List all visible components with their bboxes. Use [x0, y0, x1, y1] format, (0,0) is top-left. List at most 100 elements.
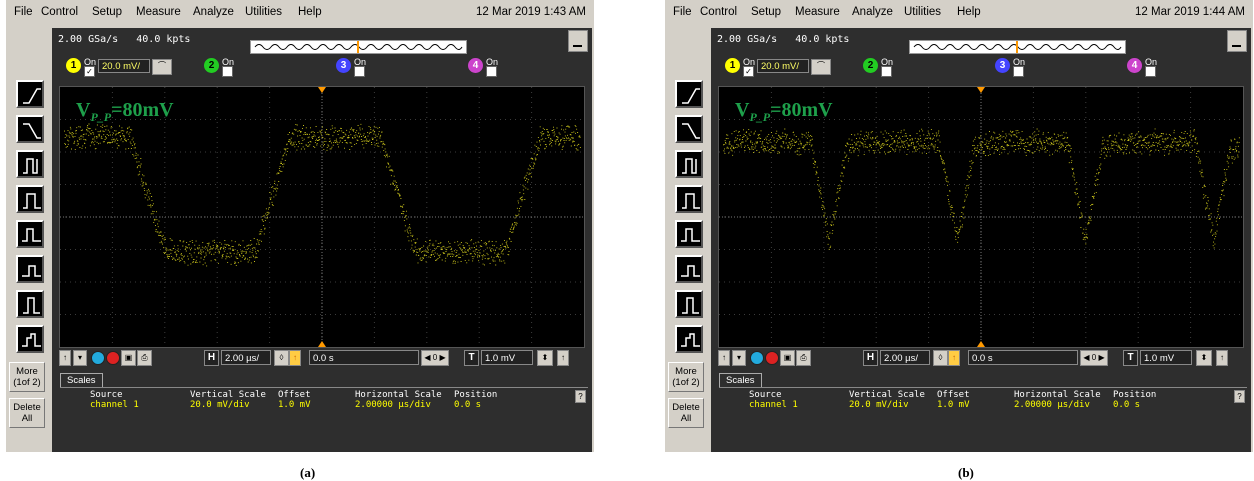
- pulse-width-icon[interactable]: [675, 185, 703, 213]
- delay-field[interactable]: 0.0 s: [309, 350, 419, 365]
- blue-circle-icon[interactable]: [750, 351, 764, 365]
- channel-1-scale-spinner[interactable]: ⌒: [811, 59, 831, 75]
- print-icon[interactable]: ⎙: [137, 350, 152, 366]
- delay-marker-icon[interactable]: ↑: [289, 350, 301, 366]
- waveform-overview[interactable]: [250, 40, 467, 54]
- minimize-button[interactable]: [1227, 30, 1247, 52]
- menu-control[interactable]: Control: [41, 6, 79, 18]
- print-icon[interactable]: ⎙: [796, 350, 811, 366]
- menu-control[interactable]: Control: [700, 6, 738, 18]
- waveform-overview[interactable]: [909, 40, 1126, 54]
- down-arrow-button[interactable]: ▾: [73, 350, 87, 366]
- delay-navigation[interactable]: ◀ 0 ▶: [421, 350, 449, 366]
- trigger-level-spinner[interactable]: ⬍: [1196, 350, 1212, 366]
- pattern-icon[interactable]: [16, 220, 44, 248]
- menu-help[interactable]: Help: [298, 6, 322, 18]
- channel-3-badge[interactable]: 3: [336, 58, 351, 73]
- vpp-symbol: V: [735, 99, 750, 121]
- glitch-icon[interactable]: [675, 150, 703, 178]
- channel-4-on-checkbox[interactable]: [486, 66, 497, 77]
- channel-2-badge[interactable]: 2: [204, 58, 219, 73]
- minimize-button[interactable]: [568, 30, 588, 52]
- trigger-icon[interactable]: T: [464, 350, 479, 366]
- channel-2-badge[interactable]: 2: [863, 58, 878, 73]
- timebase-field[interactable]: 2.00 µs/: [221, 350, 271, 365]
- falling-edge-icon[interactable]: [675, 115, 703, 143]
- channel-4-on-checkbox[interactable]: [1145, 66, 1156, 77]
- channel-3-on-checkbox[interactable]: [354, 66, 365, 77]
- menu-measure[interactable]: Measure: [136, 6, 181, 18]
- menu-setup[interactable]: Setup: [751, 6, 782, 18]
- pattern-icon[interactable]: [675, 220, 703, 248]
- menu-utilities[interactable]: Utilities: [904, 6, 942, 18]
- delete-all-button[interactable]: Delete All: [9, 398, 45, 428]
- timebase-field[interactable]: 2.00 µs/: [880, 350, 930, 365]
- menu-analyze[interactable]: Analyze: [193, 6, 234, 18]
- channel-2-on-checkbox[interactable]: [222, 66, 233, 77]
- menu-file[interactable]: File: [673, 6, 692, 18]
- down-arrow-button[interactable]: ▾: [732, 350, 746, 366]
- timebase-spinner[interactable]: ◊: [933, 350, 948, 366]
- trigger-level-field[interactable]: 1.0 mV: [481, 350, 533, 365]
- trigger-slope-icon[interactable]: ↑: [1216, 350, 1228, 366]
- runt-icon[interactable]: [675, 325, 703, 353]
- timebase-spinner[interactable]: ◊: [274, 350, 289, 366]
- help-button[interactable]: ?: [575, 390, 586, 403]
- horizontal-icon[interactable]: H: [204, 350, 219, 366]
- channel-1-scale-field[interactable]: 20.0 mV/: [98, 59, 150, 73]
- transition-icon[interactable]: [675, 290, 703, 318]
- menu-setup[interactable]: Setup: [92, 6, 123, 18]
- menu-file[interactable]: File: [14, 6, 33, 18]
- more-button[interactable]: More (1of 2): [9, 362, 45, 392]
- transition-icon[interactable]: [16, 290, 44, 318]
- horizontal-icon[interactable]: H: [863, 350, 878, 366]
- more-button[interactable]: More (1of 2): [668, 362, 704, 392]
- channel-3-on-checkbox[interactable]: [1013, 66, 1024, 77]
- capture-icon[interactable]: ▣: [121, 350, 136, 366]
- rising-edge-icon[interactable]: [675, 80, 703, 108]
- red-circle-icon[interactable]: [765, 351, 779, 365]
- glitch-icon[interactable]: [16, 150, 44, 178]
- scales-tab[interactable]: Scales: [719, 373, 762, 388]
- delay-marker-icon[interactable]: ↑: [948, 350, 960, 366]
- state-icon[interactable]: [16, 255, 44, 283]
- horizontal-scale-value: 2.00000 µs/div: [355, 400, 431, 410]
- menu-bar: File Control Setup Measure Analyze Utili…: [6, 0, 594, 27]
- menu-analyze[interactable]: Analyze: [852, 6, 893, 18]
- falling-edge-icon[interactable]: [16, 115, 44, 143]
- trigger-level-field[interactable]: 1.0 mV: [1140, 350, 1192, 365]
- menu-measure[interactable]: Measure: [795, 6, 840, 18]
- runt-icon[interactable]: [16, 325, 44, 353]
- channel-1-on-checkbox[interactable]: ✓: [84, 66, 95, 77]
- waveform-screen[interactable]: VP_P=80mV: [718, 86, 1244, 348]
- channel-2-on-checkbox[interactable]: [881, 66, 892, 77]
- trigger-icon[interactable]: T: [1123, 350, 1138, 366]
- channel-1-scale-field[interactable]: 20.0 mV/: [757, 59, 809, 73]
- channel-1-badge[interactable]: 1: [66, 58, 81, 73]
- channel-4-badge[interactable]: 4: [1127, 58, 1142, 73]
- trigger-slope-icon[interactable]: ↑: [557, 350, 569, 366]
- channel-1-scale-spinner[interactable]: ⌒: [152, 59, 172, 75]
- menu-utilities[interactable]: Utilities: [245, 6, 283, 18]
- rising-edge-icon[interactable]: [16, 80, 44, 108]
- menu-help[interactable]: Help: [957, 6, 981, 18]
- vpp-symbol: V: [76, 99, 91, 121]
- trigger-level-spinner[interactable]: ⬍: [537, 350, 553, 366]
- capture-icon[interactable]: ▣: [780, 350, 795, 366]
- state-icon[interactable]: [675, 255, 703, 283]
- pulse-width-icon[interactable]: [16, 185, 44, 213]
- channel-1-badge[interactable]: 1: [725, 58, 740, 73]
- red-circle-icon[interactable]: [106, 351, 120, 365]
- delay-navigation[interactable]: ◀ 0 ▶: [1080, 350, 1108, 366]
- help-button[interactable]: ?: [1234, 390, 1245, 403]
- channel-3-badge[interactable]: 3: [995, 58, 1010, 73]
- delete-all-button[interactable]: Delete All: [668, 398, 704, 428]
- scales-tab[interactable]: Scales: [60, 373, 103, 388]
- delay-field[interactable]: 0.0 s: [968, 350, 1078, 365]
- trigger-arrow-icon[interactable]: ↑: [59, 350, 71, 366]
- channel-1-on-checkbox[interactable]: ✓: [743, 66, 754, 77]
- channel-4-badge[interactable]: 4: [468, 58, 483, 73]
- blue-circle-icon[interactable]: [91, 351, 105, 365]
- trigger-arrow-icon[interactable]: ↑: [718, 350, 730, 366]
- waveform-screen[interactable]: VP_P=80mV: [59, 86, 585, 348]
